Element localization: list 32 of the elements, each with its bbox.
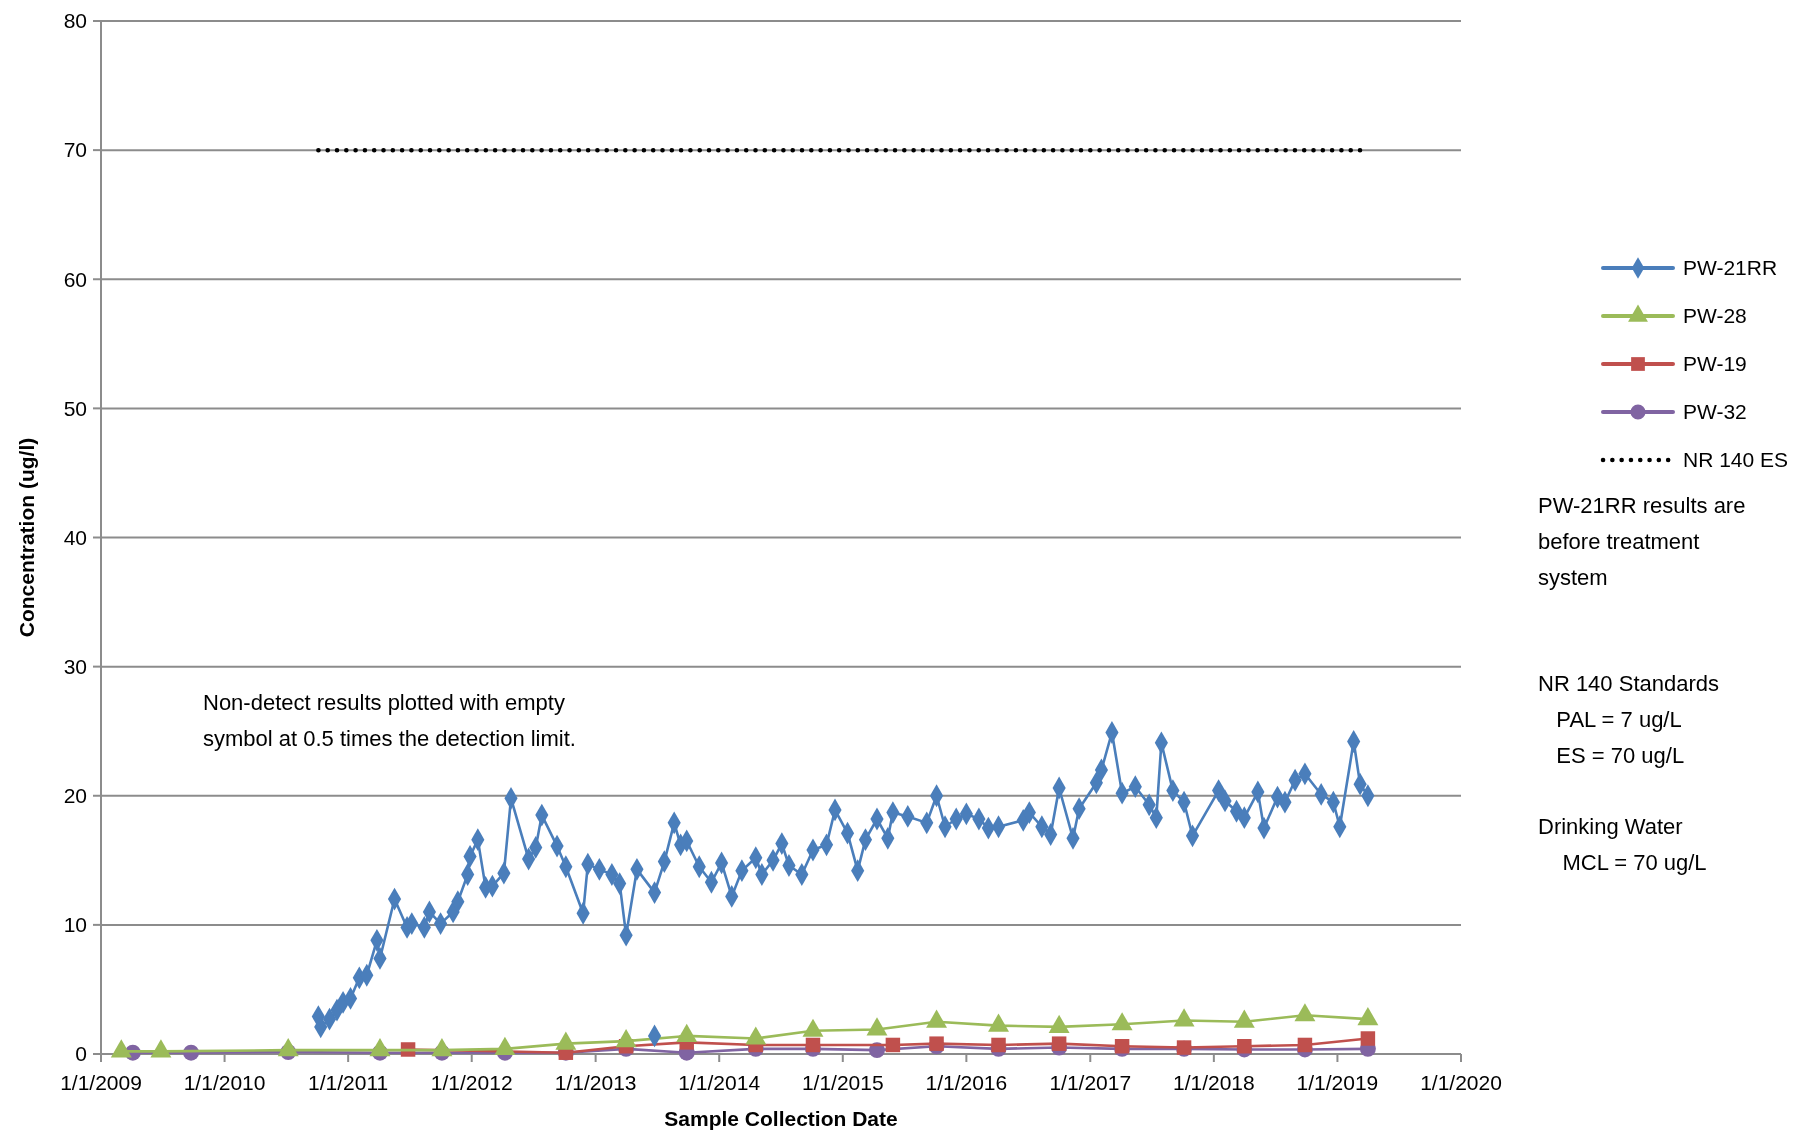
x-tick-label: 1/1/2018 xyxy=(1172,1071,1255,1094)
x-axis-title: Sample Collection Date xyxy=(664,1107,898,1130)
y-tick-label: 80 xyxy=(63,9,87,33)
x-tick-label: 1/1/2013 xyxy=(554,1071,637,1094)
y-tick-label: 20 xyxy=(63,784,87,808)
text: Drinking Water MCL = 70 ug/L xyxy=(1538,814,1707,875)
legend-label: PW-32 xyxy=(1683,400,1747,424)
y-tick-label: 70 xyxy=(63,138,87,162)
x-tick-label: 1/1/2010 xyxy=(183,1071,266,1094)
annotation: Non-detect results plotted with empty symbol at 0.5 times the detection limit. xyxy=(203,690,576,751)
y-tick-label: 30 xyxy=(63,654,87,678)
x-tick-label: 1/1/2012 xyxy=(430,1071,513,1094)
x-tick-label: 1/1/2009 xyxy=(60,1071,142,1094)
text: NR 140 Standards PAL = 7 ug/L ES = 70 ug/L xyxy=(1538,671,1719,768)
y-tick-label: 50 xyxy=(63,396,87,420)
legend-label: NR 140 ES xyxy=(1683,448,1789,472)
x-tick-label: 1/1/2016 xyxy=(925,1071,1008,1094)
y-tick-label: 0 xyxy=(75,1042,87,1066)
legend-label: PW-28 xyxy=(1683,304,1747,328)
x-tick-label: 1/1/2011 xyxy=(308,1071,389,1094)
y-tick-label: 60 xyxy=(63,267,87,291)
x-tick-label: 1/1/2017 xyxy=(1049,1071,1132,1094)
x-tick-label: 1/1/2020 xyxy=(1420,1071,1502,1094)
legend-label: PW-19 xyxy=(1683,352,1747,376)
y-tick-label: 40 xyxy=(63,525,87,549)
y-tick-label: 10 xyxy=(63,913,87,937)
x-tick-label: 1/1/2014 xyxy=(678,1071,761,1094)
x-tick-label: 1/1/2019 xyxy=(1296,1071,1379,1094)
legend-label: PW-21RR xyxy=(1683,256,1778,280)
text: PW-21RR results are before treatment system xyxy=(1538,493,1746,590)
x-tick-label: 1/1/2015 xyxy=(801,1071,884,1094)
y-axis-title: Concentration (ug/l) xyxy=(15,437,38,638)
